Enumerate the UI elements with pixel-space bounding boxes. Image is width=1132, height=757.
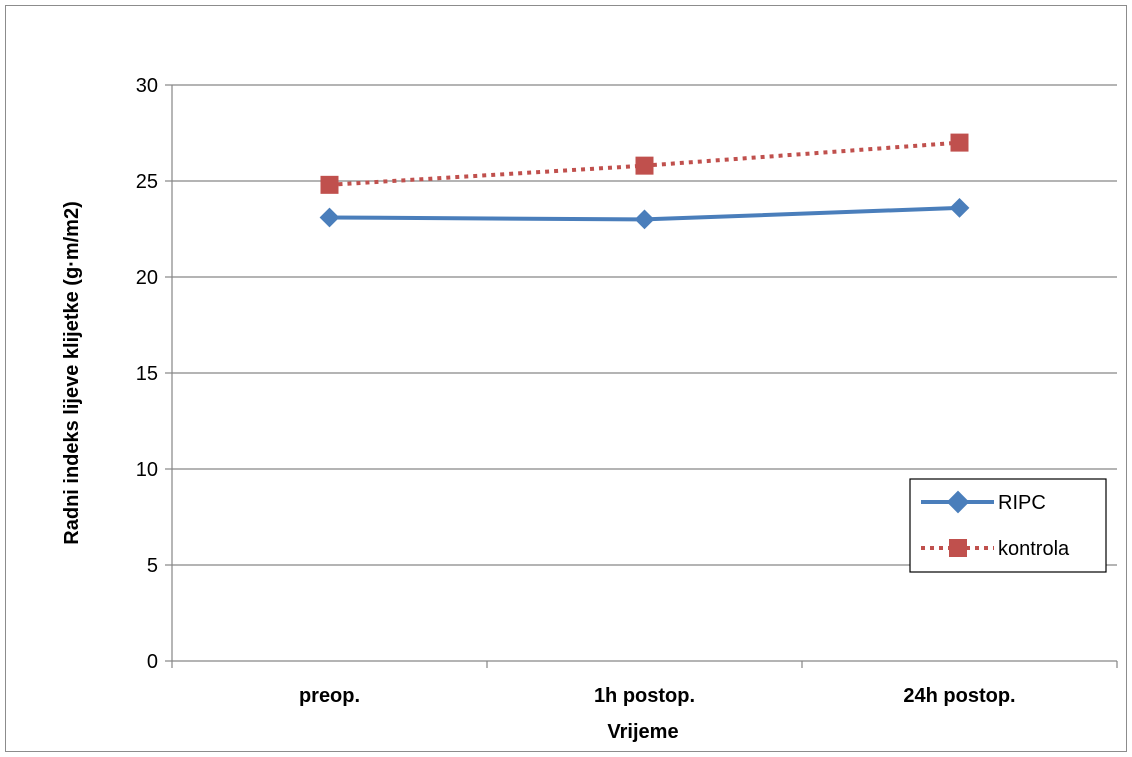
legend-label-ripc: RIPC [998,492,1046,514]
series-ripc [319,197,970,230]
axes [165,84,1118,668]
data-point [320,175,339,194]
chart-frame [5,5,1127,752]
data-point [950,133,969,152]
legend-label-kontrola: kontrola [998,538,1070,560]
x-axis-title: Vrijeme [607,721,678,743]
y-tick-label: 5 [147,555,158,577]
legend-marker-kontrola [949,539,967,557]
data-point [949,197,970,218]
y-tick-label: 15 [136,363,158,385]
y-tick-label: 10 [136,459,158,481]
x-tick-label: 1h postop. [594,685,695,707]
y-tick-labels: 0 5 10 15 20 25 30 [136,75,158,673]
series-kontrola [320,133,969,194]
y-tick-label: 30 [136,75,158,97]
y-tick-label: 20 [136,267,158,289]
data-point [319,207,340,228]
data-point [635,156,654,175]
x-tick-label: preop. [299,685,360,707]
legend: RIPC kontrola [909,478,1107,573]
y-tick-label: 0 [147,651,158,673]
data-point [634,209,655,230]
x-tick-label: 24h postop. [903,685,1015,707]
legend-box [909,478,1107,573]
x-tick-labels: preop. 1h postop. 24h postop. [299,685,1016,707]
y-axis-title: Radni indeks lijeve klijetke (g·m/m2) [61,201,83,544]
legend-marker-ripc [946,490,970,514]
y-tick-label: 25 [136,171,158,193]
